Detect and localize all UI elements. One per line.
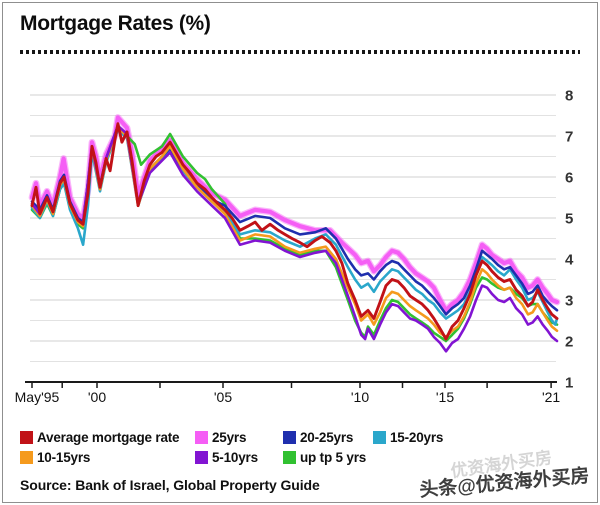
y-tick-label: 2 [565, 334, 573, 351]
legend-label: Average mortgage rate [37, 430, 180, 445]
y-tick-label: 5 [565, 211, 573, 228]
legend-item: Average mortgage rate [20, 430, 195, 445]
legend-label: up tp 5 yrs [300, 450, 367, 465]
series-line-Average mortgage rate [30, 122, 559, 341]
series-line-5-10yrs [30, 124, 559, 353]
y-tick-label: 7 [565, 129, 573, 146]
x-tick-label: '10 [351, 389, 369, 405]
page-title: Mortgage Rates (%) [20, 12, 211, 35]
x-tick-label: '21 [542, 389, 560, 405]
legend-swatch [195, 431, 208, 444]
y-tick-label: 6 [565, 170, 573, 187]
legend-swatch [283, 451, 296, 464]
legend-label: 10-15yrs [37, 450, 91, 465]
dotted-divider [20, 50, 580, 54]
y-tick-label: 4 [565, 252, 574, 269]
legend-item: up tp 5 yrs [283, 450, 373, 465]
source-note: Source: Bank of Israel, Global Property … [20, 477, 320, 493]
y-axis-labels: 1 2 3 4 5 6 7 8 [565, 88, 574, 392]
legend-swatch [283, 431, 296, 444]
legend-item: 15-20yrs [373, 430, 580, 445]
x-tick-label: '15 [436, 389, 454, 405]
legend-label: 20-25yrs [300, 430, 354, 445]
x-tick-label: '05 [214, 389, 232, 405]
legend-item: 10-15yrs [20, 450, 195, 465]
legend-item: 5-10yrs [195, 450, 283, 465]
chart-legend: Average mortgage rate 25yrs 20-25yrs 15-20y… [20, 430, 580, 470]
legend-label: 5-10yrs [212, 450, 258, 465]
legend-label: 25yrs [212, 430, 247, 445]
legend-item: 25yrs [195, 430, 283, 445]
y-tick-label: 1 [565, 375, 573, 392]
y-tick-label: 8 [565, 88, 573, 105]
legend-swatch [20, 451, 33, 464]
gridlines [30, 94, 556, 362]
x-tick-label: May'95 [15, 389, 60, 405]
x-axis: May'95 '00 '05 '10 '15 '21 [15, 381, 560, 405]
y-tick-label: 3 [565, 293, 573, 310]
series-lines [28, 114, 561, 353]
legend-item: 20-25yrs [283, 430, 373, 445]
legend-row: Average mortgage rate 25yrs 20-25yrs 15-20y… [20, 430, 580, 445]
legend-swatch [20, 431, 33, 444]
x-tick-label: '00 [88, 389, 106, 405]
legend-swatch [195, 451, 208, 464]
legend-label: 15-20yrs [390, 430, 444, 445]
legend-row: 10-15yrs 5-10yrs up tp 5 yrs [20, 450, 580, 465]
legend-swatch [373, 431, 386, 444]
